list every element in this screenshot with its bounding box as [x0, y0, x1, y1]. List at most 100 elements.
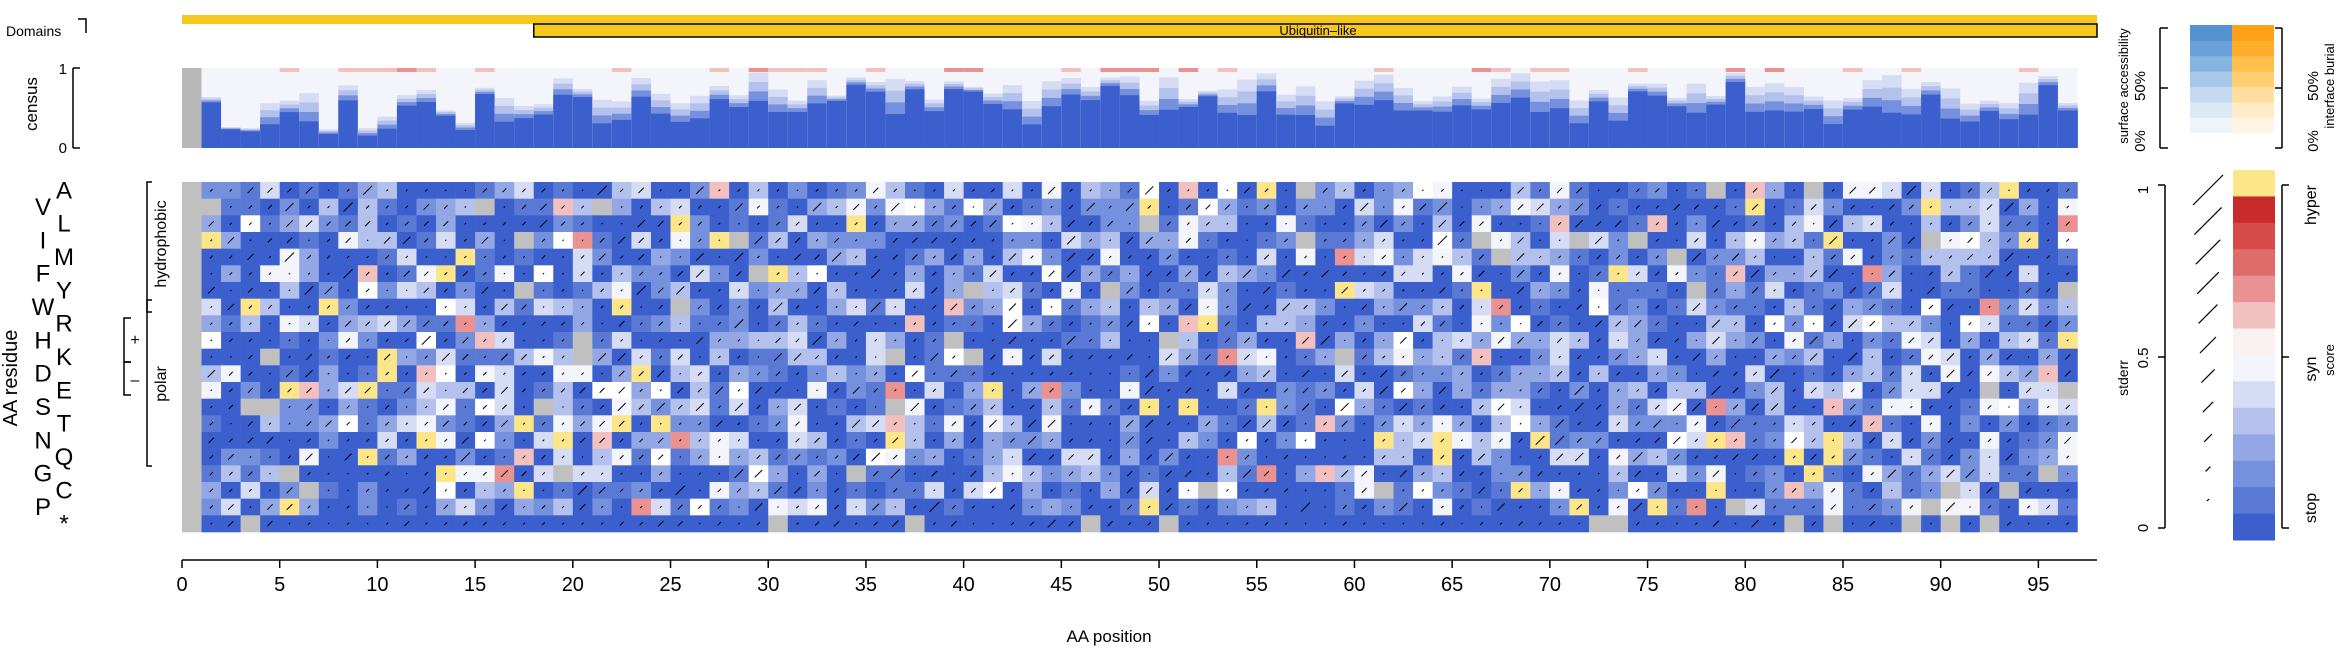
stderr-mark: [249, 322, 252, 325]
stderr-mark: [1028, 453, 1036, 461]
stderr-mark: [405, 372, 409, 376]
stderr-mark: [1011, 456, 1014, 458]
stderr-mark: [481, 236, 489, 244]
stderr-mark: [776, 272, 780, 276]
census-bar-layer: [494, 121, 515, 148]
census-bar-layer: [338, 100, 359, 148]
stderr-mark: [522, 522, 526, 526]
residue-label-Q: Q: [55, 444, 74, 471]
stderr-mark: [444, 271, 448, 276]
stderr-mark: [1224, 321, 1231, 327]
stderr-mark: [267, 304, 273, 310]
stderr-mark: [639, 388, 643, 392]
census-bar-layer: [1999, 119, 2020, 148]
stderr-mark: [541, 321, 546, 326]
stderr-mark: [754, 236, 763, 245]
stderr-mark: [795, 338, 800, 343]
census-bar-layer: [1549, 108, 1570, 148]
stderr-mark: [210, 356, 213, 358]
stderr-mark: [1225, 438, 1230, 443]
heatmap-cell: [182, 398, 202, 416]
stderr-mark: [1030, 338, 1034, 342]
stderr-mark: [637, 219, 646, 228]
stderr-mark: [911, 237, 918, 244]
stderr-mark: [581, 456, 584, 458]
stderr-mark: [854, 255, 858, 259]
stderr-mark: [717, 321, 722, 326]
stderr-mark: [795, 438, 800, 443]
stderr-mark: [933, 422, 936, 425]
stderr-mark: [1066, 235, 1076, 245]
stderr-mark: [795, 305, 800, 309]
stderr-mark: [988, 419, 997, 428]
score-swatch: [2233, 487, 2275, 515]
stderr-mark: [717, 505, 722, 509]
stderr-mark: [636, 285, 646, 296]
stderr-mark: [1107, 321, 1113, 327]
stderr-mark: [425, 439, 428, 442]
stderr-mark: [639, 521, 644, 526]
stderr-mark: [835, 322, 838, 325]
stderr-mark: [990, 188, 995, 193]
stderr-mark: [463, 238, 467, 242]
census-top-mark: [748, 68, 769, 72]
heatmap-cell: [1295, 182, 1316, 199]
residue-label-T: T: [57, 411, 72, 438]
acc-right-tick-50: 50%: [2305, 71, 2322, 101]
score-swatch: [2233, 275, 2275, 303]
stderr-mark: [1070, 389, 1073, 392]
stderr-mark: [989, 203, 997, 211]
stderr-mark: [874, 239, 877, 242]
census-top-mark: [611, 68, 632, 72]
stderr-mark: [835, 472, 838, 475]
stderr-mark: [1304, 455, 1307, 459]
census-bar-layer: [1979, 111, 2000, 148]
stderr-swatch: [2196, 271, 2220, 295]
heatmap-cell: [182, 465, 202, 483]
stderr-mark: [247, 287, 253, 293]
stderr-mark: [523, 489, 525, 492]
stderr-mark: [1304, 422, 1307, 425]
stderr-mark: [775, 237, 781, 244]
stderr-mark: [639, 422, 643, 426]
stderr-mark: [913, 438, 917, 442]
stderr-mark: [268, 372, 271, 375]
stderr-mark: [1088, 438, 1093, 443]
score-swatch: [2233, 381, 2275, 409]
heatmap-cell: [182, 248, 202, 266]
stderr-mark: [502, 221, 507, 226]
stderr-mark: [1285, 189, 1287, 192]
stderr-mark: [834, 488, 839, 493]
stderr-mark: [1225, 272, 1230, 276]
stderr-mark: [1089, 372, 1092, 375]
stderr-mark: [561, 355, 565, 359]
stderr-mark: [442, 403, 449, 411]
stderr-mark: [384, 320, 391, 327]
stderr-mark: [1167, 322, 1170, 325]
stderr-mark: [677, 354, 684, 360]
stderr-mark: [913, 305, 916, 309]
residue-label-F: F: [36, 261, 51, 288]
stderr-mark: [931, 287, 938, 294]
stderr-mark: [1030, 271, 1034, 276]
stderr-mark: [656, 369, 665, 378]
stderr-mark: [1126, 354, 1133, 360]
stderr-mark: [1264, 488, 1269, 493]
stderr-mark: [737, 188, 741, 192]
stderr-mark: [1283, 388, 1289, 393]
stderr-mark: [658, 321, 664, 326]
stderr-mark: [600, 522, 604, 525]
stderr-mark: [1851, 222, 1854, 225]
stderr-mark: [659, 389, 662, 392]
stderr-mark: [209, 505, 214, 509]
census-bar-layer: [670, 121, 691, 148]
stderr-mark: [932, 205, 936, 209]
stderr-mark: [992, 472, 994, 475]
stderr-mark: [462, 387, 469, 394]
stderr-swatch: [2192, 174, 2224, 206]
stderr-mark: [736, 270, 742, 277]
stderr-mark: [952, 389, 955, 392]
stderr-mark: [405, 255, 409, 259]
stderr-mark: [423, 287, 430, 294]
stderr-mark: [1243, 353, 1250, 361]
